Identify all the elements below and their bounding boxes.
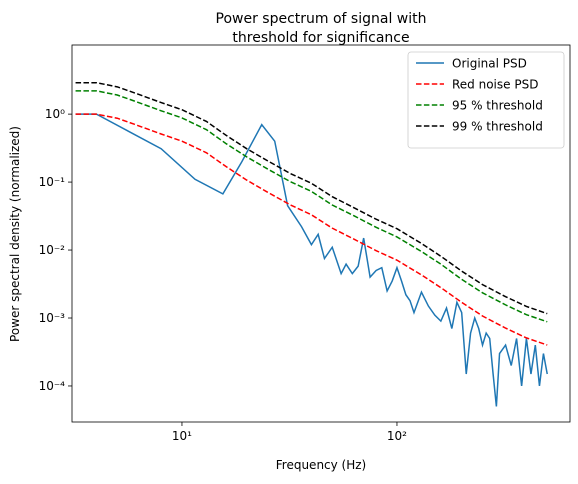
chart-title: Power spectrum of signal with: [216, 11, 427, 27]
x-tick-label: 10¹: [172, 429, 192, 443]
y-tick-label: 10⁻¹: [39, 175, 66, 189]
y-tick-label: 10⁻³: [39, 311, 66, 325]
legend-box: [407, 51, 565, 149]
x-axis-label: Frequency (Hz): [276, 458, 367, 472]
x-tick-label: 10²: [387, 429, 407, 443]
y-tick-label: 10⁰: [45, 107, 65, 121]
chart-title: threshold for significance: [232, 30, 409, 46]
series-line: [75, 113, 548, 346]
legend-label: Original PSD: [452, 57, 527, 71]
legend-label: 95 % threshold: [452, 99, 543, 113]
y-tick-label: 10⁻²: [39, 243, 66, 257]
legend-label: 99 % threshold: [452, 120, 543, 134]
series-line: [75, 90, 548, 323]
series-line: [75, 81, 548, 315]
series-line: [75, 113, 548, 407]
legend-label: Red noise PSD: [452, 78, 538, 92]
y-tick-label: 10⁻⁴: [39, 379, 66, 393]
plot-frame: [71, 44, 571, 423]
y-axis-label: Power spectral density (normalized): [8, 126, 22, 342]
